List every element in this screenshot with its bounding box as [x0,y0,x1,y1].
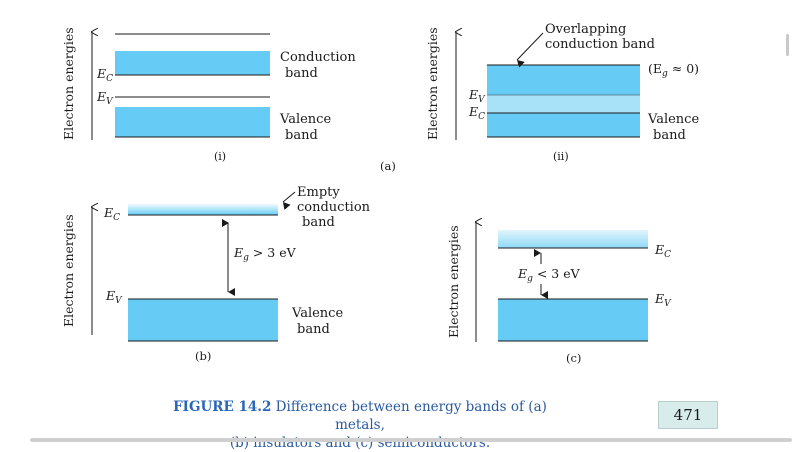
valence-band-label: Valence band [291,306,343,337]
axis-label: Electron energies [61,214,76,327]
panel-c-label: (c) [566,351,581,365]
caption-line2: (b) insulators and (c) semiconductors. [229,435,491,451]
axis-label: Electron energies [446,225,461,338]
overlap-region [487,95,640,113]
conduction-band [115,51,270,75]
horizontal-scrollbar[interactable] [30,438,792,442]
ec-label: EC [103,205,120,223]
valence-band [115,107,270,137]
ev-label: EV [105,288,123,306]
ec-label: EC [654,242,671,260]
panel-c: Electron energies Eg < 3 eV EC EV (c) [446,222,672,365]
conduction-band [498,230,648,248]
panel-a-i: Electron energies EC EV Conduction band V… [61,27,356,163]
ec-label: EC [468,104,485,122]
axis-label: Electron energies [425,27,440,140]
band-gap-label: Eg < 3 eV [517,266,581,284]
page-number-badge: 471 [658,401,718,429]
eg-approx-zero: (Eg ≈ 0) [648,61,699,79]
panel-b-label: (b) [195,349,211,363]
overlapping-band-top [487,65,640,95]
valence-band [498,299,648,341]
panel-b: Electron energies EC EV Empty conduction b… [61,185,371,363]
pointer-arrow [282,191,296,210]
panel-a-label: (a) [380,159,396,173]
axis-label: Electron energies [61,27,76,140]
ev-label: EV [468,87,486,105]
conduction-band-label: Conduction band [280,50,356,81]
ec-label: EC [96,66,113,84]
ev-label: EV [96,89,114,107]
valence-band [487,113,640,137]
overlapping-conduction-band-label: Overlapping conduction band [545,22,655,52]
empty-conduction-band-label: Empty conduction band [297,185,371,230]
figure-caption: FIGURE 14.2 Difference between energy ba… [150,398,570,452]
pointer-arrow [516,32,544,68]
panel-a-ii: Electron energies EV EC Overlapping condu… [425,22,699,163]
caption-line1: Difference between energy bands of (a) m… [271,399,547,433]
vertical-scrollbar[interactable] [786,34,789,56]
band-gap-label: Eg > 3 eV [233,245,297,263]
valence-band [128,299,278,341]
page-number: 471 [673,406,703,424]
valence-band-label: Valence band [647,112,699,143]
valence-band-label: Valence band [279,112,331,143]
figure-number: FIGURE 14.2 [173,399,272,415]
empty-conduction-band [128,203,278,215]
ev-label: EV [654,291,672,309]
sublabel-ii: (ii) [553,150,569,163]
sublabel-i: (i) [214,150,226,163]
